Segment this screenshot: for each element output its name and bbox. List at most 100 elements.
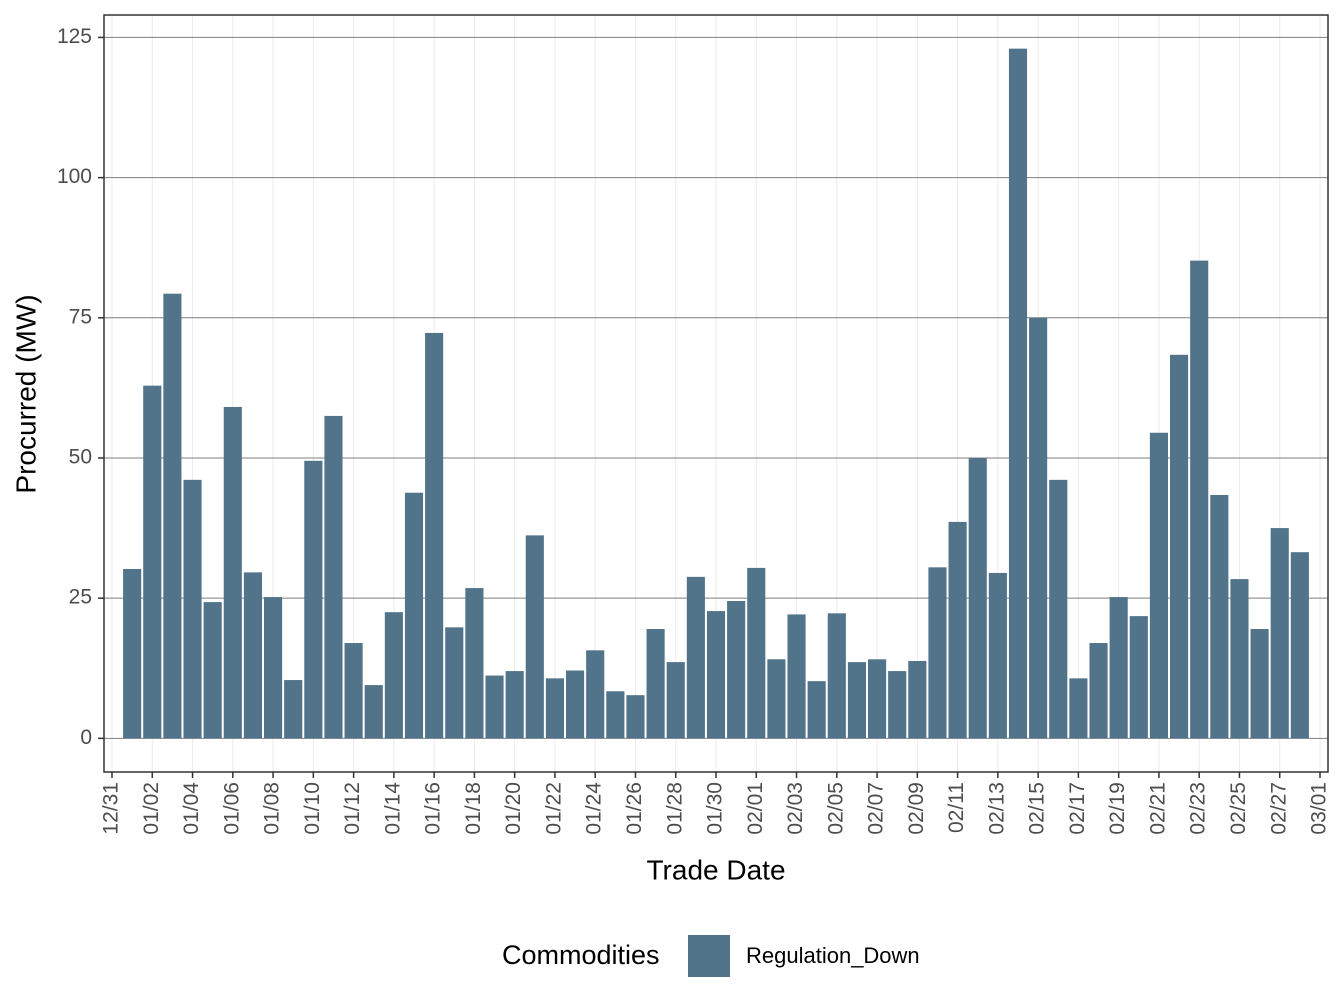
bar xyxy=(827,613,846,739)
x-tick-label: 02/15 xyxy=(1026,782,1049,835)
bar xyxy=(465,588,484,739)
bar xyxy=(928,567,947,739)
x-tick-label: 02/25 xyxy=(1227,782,1250,835)
bar xyxy=(787,614,806,739)
x-tick-label: 02/11 xyxy=(945,782,968,833)
bar xyxy=(747,567,766,739)
bar xyxy=(1089,643,1108,739)
bar xyxy=(606,691,625,739)
x-tick-label: 01/10 xyxy=(301,782,324,835)
bar xyxy=(223,406,242,739)
bar xyxy=(203,602,222,739)
x-tick-label: 01/22 xyxy=(542,782,565,835)
bar xyxy=(284,680,303,739)
bar xyxy=(425,332,444,739)
bar xyxy=(1190,260,1209,739)
bar xyxy=(183,479,202,739)
bar xyxy=(988,572,1007,739)
x-tick-label: 01/18 xyxy=(462,782,485,835)
bar xyxy=(1250,629,1269,739)
bar xyxy=(868,659,887,739)
x-tick-label: 01/12 xyxy=(341,782,364,835)
bar xyxy=(767,659,786,739)
bar xyxy=(666,662,685,739)
x-tick-label: 02/23 xyxy=(1187,782,1210,835)
legend-label: Regulation_Down xyxy=(746,943,920,968)
bar xyxy=(143,385,162,739)
x-tick-label: 02/05 xyxy=(824,782,847,835)
bar xyxy=(1210,494,1229,739)
bar xyxy=(123,569,142,739)
bar xyxy=(646,629,665,739)
y-tick-label: 100 xyxy=(57,165,92,188)
bar xyxy=(888,671,907,739)
bar xyxy=(304,460,323,739)
bar xyxy=(968,457,987,739)
bar xyxy=(364,685,383,739)
x-tick-label: 02/03 xyxy=(784,782,807,835)
bar xyxy=(1069,678,1088,739)
x-tick-label: 01/28 xyxy=(663,782,686,835)
bar xyxy=(344,643,363,739)
x-tick-label: 02/27 xyxy=(1267,782,1290,835)
bar xyxy=(163,293,182,739)
y-tick-label: 125 xyxy=(57,25,92,48)
x-tick-label: 01/06 xyxy=(220,782,243,835)
bar xyxy=(404,492,424,739)
bar xyxy=(1109,597,1128,739)
bar xyxy=(626,695,645,739)
bar xyxy=(1029,317,1048,739)
y-tick-label: 25 xyxy=(69,586,92,609)
bar xyxy=(1230,579,1249,739)
bar xyxy=(445,627,464,739)
x-tick-label: 02/01 xyxy=(744,782,767,835)
bar xyxy=(948,521,967,739)
y-tick-label: 50 xyxy=(69,446,92,469)
bar xyxy=(566,670,585,739)
bar xyxy=(1270,528,1289,739)
bar xyxy=(1008,48,1028,739)
bar xyxy=(727,600,746,739)
bar xyxy=(545,678,564,739)
x-tick-label: 02/21 xyxy=(1146,782,1169,835)
x-tick-label: 03/01 xyxy=(1308,782,1331,835)
bar xyxy=(1049,479,1068,739)
bar xyxy=(384,612,403,739)
legend-title: Commodities xyxy=(502,940,660,970)
bar xyxy=(505,671,524,739)
y-tick-label: 75 xyxy=(69,305,92,328)
x-tick-label: 02/17 xyxy=(1066,782,1089,835)
x-tick-label: 01/14 xyxy=(381,782,404,835)
bar xyxy=(847,662,866,739)
x-tick-label: 01/24 xyxy=(583,782,606,835)
x-tick-label: 02/09 xyxy=(905,782,928,835)
x-tick-label: 12/31 xyxy=(100,782,123,835)
x-tick-label: 02/07 xyxy=(865,782,888,835)
x-tick-label: 02/19 xyxy=(1106,782,1129,835)
x-tick-label: 01/08 xyxy=(261,782,284,835)
bar xyxy=(908,660,927,739)
bar xyxy=(243,572,262,739)
bar xyxy=(485,675,504,739)
x-tick-label: 01/20 xyxy=(502,782,525,835)
bar xyxy=(1149,432,1168,739)
bar xyxy=(1129,616,1148,739)
x-tick-label: 01/16 xyxy=(422,782,445,835)
y-axis-title: Procurred (MW) xyxy=(10,294,41,493)
bar xyxy=(706,611,726,739)
bar xyxy=(686,576,705,739)
bar xyxy=(525,535,544,739)
x-axis-title: Trade Date xyxy=(646,854,785,885)
x-tick-label: 02/13 xyxy=(985,782,1008,835)
x-tick-label: 01/02 xyxy=(140,782,163,835)
bar xyxy=(1170,354,1189,739)
bar xyxy=(1290,552,1309,739)
bar xyxy=(807,681,826,739)
bar xyxy=(324,415,343,739)
x-tick-label: 01/26 xyxy=(623,782,646,835)
x-tick-label: 01/30 xyxy=(704,782,727,835)
x-tick-label: 01/04 xyxy=(180,782,203,835)
bar xyxy=(586,650,605,739)
